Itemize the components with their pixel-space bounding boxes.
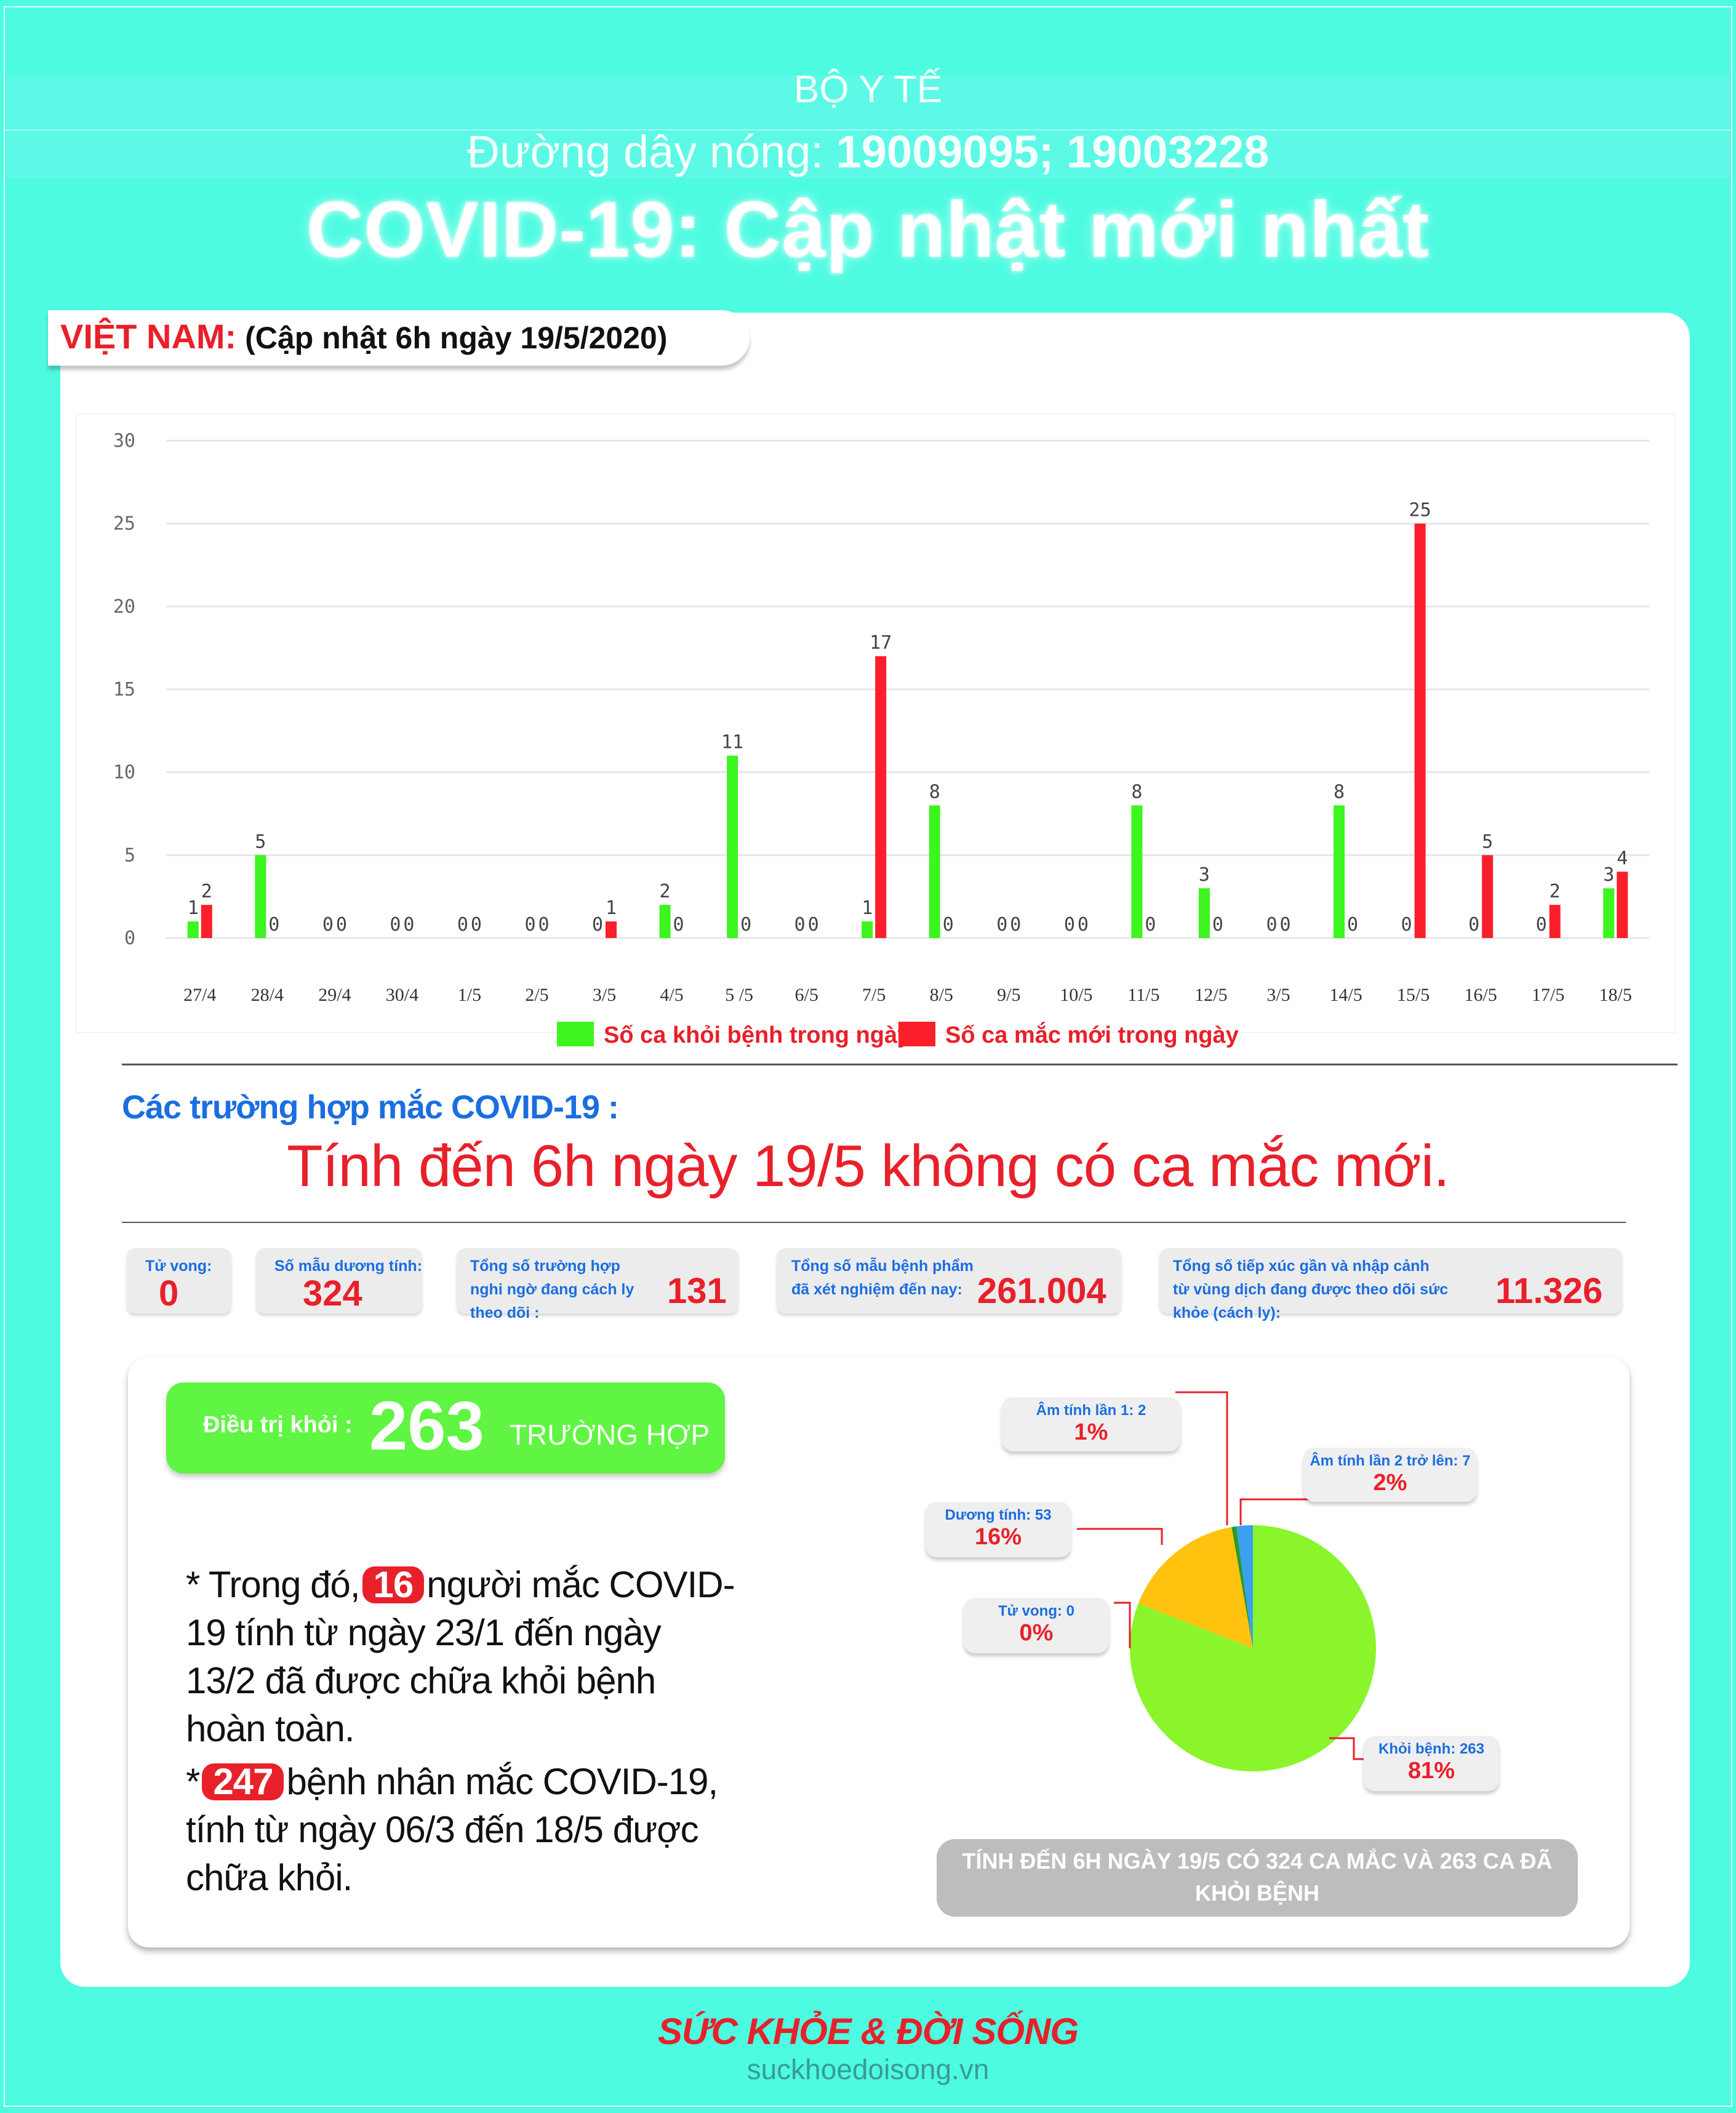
- page-title: COVID-19: Cập nhật mới nhất: [306, 186, 1430, 274]
- pie-label-deaths-pct: 0%: [1019, 1620, 1054, 1646]
- pie-label-deaths: Tử vong: 0 0%: [964, 1598, 1109, 1653]
- stat-deaths: Tử vong: 0: [127, 1248, 231, 1313]
- pie-slice: [1236, 1525, 1253, 1648]
- country-name: VIỆT NAM:: [60, 317, 237, 356]
- stat-monitored-value: 11.326: [1495, 1271, 1603, 1311]
- hotline-label: Đường dây nóng:: [466, 126, 824, 177]
- section-divider: [122, 1064, 1678, 1065]
- update-time: (Cập nhật 6h ngày 19/5/2020): [245, 321, 668, 355]
- chart-frame: [76, 414, 1676, 1033]
- pie-label-negative-2: Âm tính lần 2 trở lên: 7 2%: [1303, 1448, 1477, 1502]
- stat-suspected: Tổng số trường hợp nghi ngờ đang cách ly…: [457, 1248, 738, 1321]
- pie-label-negative-2-text: Âm tính lần 2 trở lên: 7: [1310, 1453, 1471, 1469]
- recovered-label: Điều trị khỏi :: [203, 1412, 353, 1438]
- pie-label-recovered-text: Khỏi bệnh: 263: [1378, 1741, 1485, 1757]
- stat-suspected-label: Tổng số trường hợp nghi ngờ đang cách ly…: [470, 1257, 634, 1321]
- stat-monitored-label: Tổng số tiếp xúc gần và nhập cảnh từ vùn…: [1173, 1257, 1449, 1321]
- pie-label-negative-1-text: Âm tính lần 1: 2: [1036, 1402, 1146, 1419]
- stat-deaths-label: Tử vong:: [145, 1257, 212, 1275]
- pie-leader-line: [1329, 1737, 1364, 1760]
- country-heading: VIỆT NAM: (Cập nhật 6h ngày 19/5/2020): [60, 316, 667, 356]
- note-2-text: bệnh nhân mắc COVID-19, tính từ ngày 06/…: [186, 1761, 718, 1898]
- stat-positive-value: 324: [303, 1273, 362, 1313]
- pie-leader-line: [1175, 1391, 1228, 1525]
- hotline-numbers: 19009095; 19003228: [836, 126, 1270, 177]
- cases-headline: Tính đến 6h ngày 19/5 không có ca mắc mớ…: [287, 1133, 1450, 1199]
- summary-note: TÍNH ĐẾN 6H NGÀY 19/5 CÓ 324 CA MẮC VÀ 2…: [937, 1839, 1578, 1917]
- stat-positive-label: Số mẫu dương tính:: [274, 1257, 423, 1275]
- header-divider: [5, 129, 1731, 130]
- note-1-badge: 16: [362, 1566, 425, 1603]
- country-tab: [48, 310, 750, 366]
- pie-leader-line: [1114, 1602, 1131, 1648]
- pie-label-positive-pct: 16%: [974, 1524, 1022, 1550]
- note-1-prefix: * Trong đó,: [186, 1564, 361, 1605]
- pie-label-recovered: Khỏi bệnh: 263 81%: [1364, 1736, 1499, 1791]
- stat-tested: Tổng số mẫu bệnh phẩm đã xét nghiệm đến …: [777, 1248, 1121, 1313]
- note-2-badge: 247: [202, 1763, 284, 1800]
- recovered-badge: Điều trị khỏi : 263 TRƯỜNG HỢP: [166, 1382, 725, 1473]
- organization-name: BỘ Y TẾ: [793, 68, 943, 111]
- page-frame: [4, 6, 1732, 2107]
- pie-label-positive-text: Dương tính: 53: [945, 1507, 1052, 1523]
- pie-leader-line: [1077, 1528, 1163, 1545]
- stat-positive: Số mẫu dương tính: 324: [256, 1248, 422, 1313]
- note-2: * 247 bệnh nhân mắc COVID-19, tính từ ngày…: [186, 1758, 740, 1902]
- pie-label-recovered-pct: 81%: [1407, 1758, 1455, 1784]
- pie-label-deaths-text: Tử vong: 0: [998, 1603, 1075, 1619]
- recovered-unit: TRƯỜNG HỢP: [510, 1419, 710, 1451]
- pie-label-positive: Dương tính: 53 16%: [926, 1502, 1071, 1557]
- stat-tested-label: Tổng số mẫu bệnh phẩm đã xét nghiệm đến …: [791, 1257, 974, 1298]
- stat-deaths-value: 0: [159, 1273, 179, 1313]
- pie-slice: [1138, 1527, 1253, 1648]
- note-2-prefix: *: [186, 1761, 200, 1802]
- header-band: [5, 75, 1731, 178]
- pie-label-negative-1: Âm tính lần 1: 2 1%: [1002, 1397, 1180, 1451]
- stat-tested-value: 261.004: [977, 1271, 1106, 1311]
- brand-website: suckhoedoisong.vn: [746, 2053, 990, 2085]
- pie-label-negative-2-pct: 2%: [1373, 1470, 1407, 1496]
- note-1: * Trong đó, 16 người mắc COVID-19 tính từ …: [186, 1561, 740, 1753]
- headline-divider: [122, 1222, 1626, 1223]
- footer-logo: SỨC KHỎE & ĐỜI SỐNG suckhoedoisong.vn: [0, 2010, 1736, 2086]
- cases-section-label: Các trường hợp mắc COVID-19 :: [122, 1089, 619, 1126]
- note-1-text: người mắc COVID-19 tính từ ngày 23/1 đến…: [186, 1564, 735, 1749]
- stat-suspected-value: 131: [667, 1271, 727, 1311]
- brand-name: SỨC KHỎE & ĐỜI SỐNG: [657, 2011, 1079, 2052]
- recovered-value: 263: [369, 1387, 484, 1464]
- pie-slice: [1231, 1526, 1253, 1648]
- hotline: Đường dây nóng: 19009095; 19003228: [0, 126, 1736, 178]
- pie-label-negative-1-pct: 1%: [1074, 1419, 1108, 1445]
- stat-monitored: Tổng số tiếp xúc gần và nhập cảnh từ vùn…: [1159, 1248, 1622, 1321]
